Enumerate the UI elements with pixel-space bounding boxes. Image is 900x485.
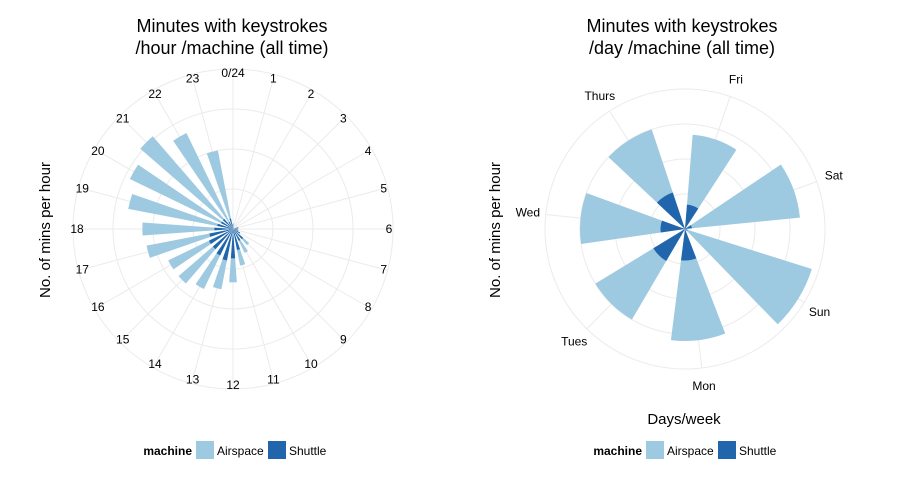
chart-daily-legend-label-airspace: Airspace [667, 444, 714, 458]
chart-hourly-tick-label: 22 [148, 87, 162, 101]
chart-hourly-tick-label: 13 [186, 373, 200, 387]
chart-hourly-tick-label: 5 [380, 182, 387, 196]
chart-hourly-tick-label: 23 [186, 71, 200, 85]
chart-daily-title-line1: Minutes with keystrokes [586, 16, 777, 36]
chart-daily-legend-swatch-airspace [646, 441, 664, 459]
chart-daily-bars [580, 129, 812, 341]
chart-hourly-legend-swatch-shuttle [268, 441, 286, 459]
chart-hourly-tick-label: 10 [304, 357, 318, 371]
chart-daily-tick-label: Tues [561, 335, 587, 349]
chart-hourly-grid-spoke [233, 149, 372, 229]
chart-hourly-tick-label: 14 [148, 357, 162, 371]
chart-hourly-tick-label: 19 [76, 182, 90, 196]
chart-hourly-grid-spoke [233, 90, 313, 229]
chart-daily-tick-label: Sun [809, 305, 830, 319]
chart-hourly-legend-swatch-airspace [196, 441, 214, 459]
chart-hourly-tick-label: 2 [308, 87, 315, 101]
chart-daily-legend-title: machine [593, 444, 642, 458]
chart-hourly-tick-label: 11 [267, 373, 280, 387]
chart-hourly-legend: machine Airspace Shuttle [143, 441, 326, 459]
chart-hourly-bars [128, 133, 249, 289]
chart-daily-tick-label: Thurs [584, 89, 615, 103]
chart-hourly-tick-label: 21 [116, 112, 130, 126]
chart-hourly-tick-label: 17 [76, 262, 90, 276]
chart-hourly-ylabel: No. of mins per hour [37, 162, 54, 298]
chart-hourly: Minutes with keystrokes /hour /machine (… [37, 16, 393, 459]
chart-hourly-tick-label: 9 [340, 332, 347, 346]
chart-daily-xlabel: Days/week [647, 411, 721, 428]
chart-hourly-tick-label: 4 [365, 144, 372, 158]
chart-hourly-tick-label: 15 [116, 332, 130, 346]
chart-daily-legend: machine Airspace Shuttle [593, 441, 776, 459]
chart-daily-legend-swatch-shuttle [718, 441, 736, 459]
chart-hourly-tick-label: 7 [380, 262, 387, 276]
chart-daily-ylabel: No. of mins per hour [487, 162, 504, 298]
chart-hourly-grid-spoke [233, 188, 388, 229]
chart-hourly-tick-label: 12 [226, 378, 240, 392]
chart-hourly-grid-spoke [233, 74, 274, 229]
chart-daily-title-line2: /day /machine (all time) [589, 38, 775, 58]
chart-hourly-legend-label-shuttle: Shuttle [289, 444, 327, 458]
chart-hourly-grid-spoke [233, 229, 388, 270]
chart-hourly-tick-label: 20 [91, 144, 105, 158]
chart-hourly-tick-label: 0/24 [221, 66, 245, 80]
chart-daily-tick-label: Mon [692, 379, 715, 393]
chart-hourly-tick-label: 1 [270, 71, 277, 85]
chart-hourly-grid-spoke [233, 229, 346, 342]
chart-hourly-grid-spoke [233, 229, 372, 309]
chart-daily-tick-label: Fri [729, 72, 743, 86]
chart-daily-tick-label: Sat [825, 169, 844, 183]
chart-hourly-title-line2: /hour /machine (all time) [135, 38, 328, 58]
chart-daily-legend-label-shuttle: Shuttle [739, 444, 777, 458]
chart-hourly-legend-title: machine [143, 444, 192, 458]
chart-hourly-tick-label: 18 [70, 222, 84, 236]
chart-hourly-tick-label: 6 [386, 222, 393, 236]
chart-hourly-grid-spoke [233, 116, 346, 229]
chart-hourly-title-line1: Minutes with keystrokes [136, 16, 327, 36]
chart-hourly-tick-label: 8 [365, 300, 372, 314]
chart-hourly-legend-label-airspace: Airspace [217, 444, 264, 458]
chart-hourly-tick-label: 16 [91, 300, 105, 314]
chart-hourly-tick-label: 3 [340, 112, 347, 126]
chart-daily-tick-label: Wed [516, 206, 540, 220]
chart-daily: Minutes with keystrokes /day /machine (a… [487, 16, 843, 459]
